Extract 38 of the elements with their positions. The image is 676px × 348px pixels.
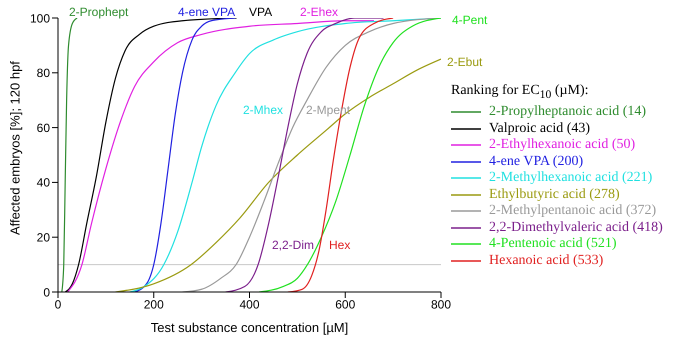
annotation: 2-Mhex <box>243 103 284 117</box>
y-tick-label: 40 <box>36 176 50 190</box>
y-tick-label: 80 <box>36 66 50 80</box>
legend-label: Hexanoic acid (533) <box>489 252 604 269</box>
x-tick-label: 200 <box>144 298 164 312</box>
line-series <box>224 18 384 292</box>
x-tick-label: 400 <box>239 298 260 312</box>
x-tick-label: 0 <box>54 298 62 312</box>
annotation: 2-Prophept <box>69 5 128 19</box>
annotation: 4-ene VPA <box>178 5 236 19</box>
y-tick-label: 20 <box>36 230 50 244</box>
legend-label: 4-Pentenoic acid (521) <box>489 236 617 252</box>
legend-label: 2-Methylpentanoic acid (372) <box>489 203 656 220</box>
legend-label: 4-ene VPA (200) <box>489 154 584 170</box>
x-axis-title: Test substance concentration [µM] <box>150 320 348 335</box>
legend-label: 2-Ethylhexanoic acid (50) <box>489 137 636 154</box>
annotation: 2,2-Dim <box>272 238 314 252</box>
line-series <box>114 58 441 292</box>
legend-label: 2-Propylheptanoic acid (14) <box>489 104 646 120</box>
legend-label: Valproic acid (43) <box>489 120 590 137</box>
legend-title: Ranking for EC$_{10}$ (µM): <box>451 83 590 101</box>
text: 2-Ebut <box>447 55 482 69</box>
annotation: 2-Ehex <box>300 5 338 19</box>
x-tick-label: 800 <box>430 298 452 312</box>
line-series <box>61 18 78 292</box>
legend-label: Ethylbutyric acid (278) <box>489 186 620 203</box>
y-tick-label: 60 <box>36 120 50 135</box>
x-tick-label: 600 <box>335 298 356 312</box>
y-tick-label: 0 <box>43 285 50 300</box>
y-tick-label: 100 <box>30 11 50 26</box>
text: 4-Pent <box>452 13 488 27</box>
annotation: VPA <box>249 5 272 19</box>
y-axis-title: Affected embryos [%]; 120 hpf <box>8 60 23 235</box>
line-series <box>66 20 375 292</box>
legend-label: 2,2-Dimethylvaleric acid (418) <box>489 220 663 236</box>
line-series <box>134 18 236 292</box>
legend-label: 2-Methylhexanoic acid (221) <box>489 170 652 186</box>
annotation: Hex <box>329 238 350 252</box>
